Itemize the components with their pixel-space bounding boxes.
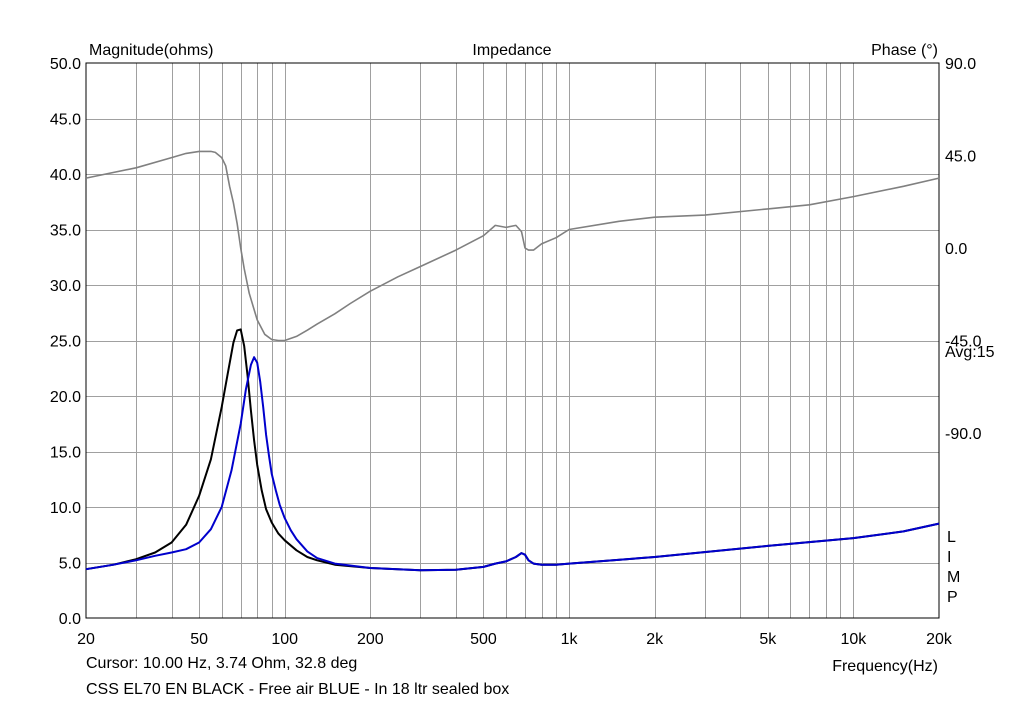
y-left-tick-label: 10.0 (50, 500, 81, 517)
y-left-tick-label: 0.0 (59, 611, 81, 628)
y-left-tick-label: 40.0 (50, 167, 81, 184)
y-right-tick-label: 90.0 (945, 56, 976, 73)
y-left-axis-label: Magnitude(ohms) (89, 42, 214, 59)
series-line-blue (85, 356, 940, 572)
x-tick-label: 100 (271, 631, 298, 648)
x-tick-label: 20 (77, 631, 95, 648)
x-tick-label: 500 (470, 631, 497, 648)
y-left-tick-label: 30.0 (50, 278, 81, 295)
y-right-tick-label: 45.0 (945, 149, 976, 166)
x-axis-label: Frequency(Hz) (832, 658, 938, 675)
plot-frame (85, 62, 940, 619)
y-left-tick-label: 5.0 (59, 556, 81, 573)
chart-title: Impedance (472, 42, 551, 59)
cursor-readout: Cursor: 10.00 Hz, 3.74 Ohm, 32.8 deg (86, 655, 358, 672)
y-left-tick-label: 25.0 (50, 334, 81, 351)
legend-caption: CSS EL70 EN BLACK - Free air BLUE - In 1… (86, 681, 510, 698)
series-line-phase (85, 150, 940, 342)
y-right-axis-label: Phase (°) (871, 42, 938, 59)
y-left-tick-label: 20.0 (50, 389, 81, 406)
x-tick-label: 2k (646, 631, 664, 648)
x-tick-label: 50 (190, 631, 208, 648)
y-right-tick-label: -90.0 (945, 426, 982, 443)
x-tick-label: 5k (759, 631, 777, 648)
y-left-tick-label: 50.0 (50, 56, 81, 73)
y-right-tick-label: 0.0 (945, 241, 967, 258)
y-left-tick-label: 15.0 (50, 445, 81, 462)
grid (86, 63, 939, 618)
x-tick-label: 20k (926, 631, 953, 648)
side-label-letter: M (947, 569, 960, 586)
y-left-tick-label: 35.0 (50, 223, 81, 240)
averaging-label: Avg:15 (945, 344, 995, 361)
y-left-tick-label: 45.0 (50, 112, 81, 129)
x-tick-label: 200 (357, 631, 384, 648)
side-label-letter: P (947, 589, 958, 606)
y-right-tick-label: -45.0 (945, 334, 982, 351)
x-tick-label: 1k (561, 631, 579, 648)
series-layer (85, 150, 940, 572)
axis-labels: 20 50 100 200 500 1k 2k 5k 10k 20k 50.0 45.0 40.0 35.… (50, 56, 982, 648)
x-tick-label: 10k (841, 631, 868, 648)
side-label-letter: I (947, 549, 951, 566)
side-label-letter: L (947, 529, 956, 546)
